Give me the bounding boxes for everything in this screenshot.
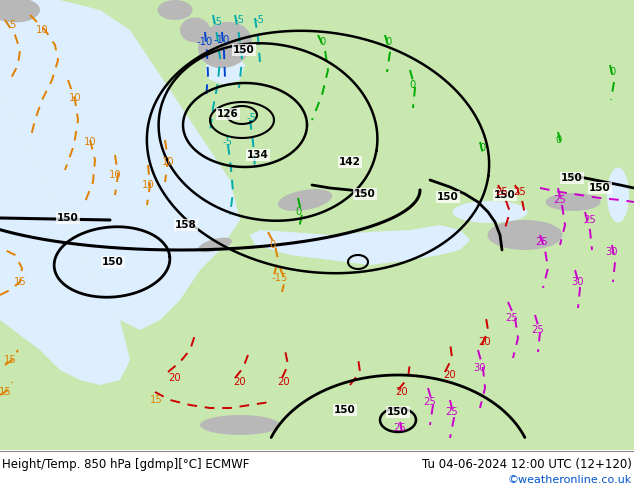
Text: 20: 20 [396, 387, 408, 397]
Text: 30: 30 [474, 363, 486, 373]
Text: 20: 20 [479, 337, 491, 347]
Text: 134: 134 [247, 150, 269, 160]
Text: 10: 10 [141, 180, 154, 190]
Ellipse shape [453, 201, 527, 223]
Text: 0: 0 [319, 37, 325, 47]
Text: 150: 150 [437, 192, 459, 202]
Text: 20: 20 [278, 377, 290, 387]
Text: Height/Temp. 850 hPa [gdmp][°C] ECMWF: Height/Temp. 850 hPa [gdmp][°C] ECMWF [2, 458, 249, 470]
Text: -15: -15 [272, 273, 288, 283]
Text: 15: 15 [0, 387, 11, 397]
Text: 25: 25 [536, 237, 548, 247]
Text: 0: 0 [385, 37, 391, 47]
Text: 150: 150 [233, 45, 255, 55]
Text: -5: -5 [255, 15, 265, 25]
Text: 25: 25 [394, 423, 406, 433]
Ellipse shape [607, 168, 629, 222]
Ellipse shape [0, 0, 40, 23]
Text: -5: -5 [223, 137, 233, 147]
Text: 10: 10 [108, 170, 121, 180]
Text: 25: 25 [514, 187, 526, 197]
Text: 25: 25 [424, 397, 436, 407]
Polygon shape [205, 50, 245, 85]
Text: -10: -10 [197, 37, 213, 47]
Text: 150: 150 [334, 405, 356, 415]
Text: 10: 10 [162, 157, 174, 167]
Text: 0: 0 [609, 67, 615, 77]
Text: 0: 0 [295, 207, 301, 217]
Ellipse shape [545, 193, 600, 211]
Polygon shape [0, 0, 130, 385]
Text: 15: 15 [150, 395, 162, 405]
Ellipse shape [157, 0, 193, 20]
Text: 20: 20 [444, 370, 456, 380]
Ellipse shape [180, 18, 210, 43]
Polygon shape [0, 0, 240, 330]
Ellipse shape [200, 415, 280, 435]
Ellipse shape [198, 238, 232, 252]
Text: 15: 15 [4, 355, 16, 365]
Polygon shape [250, 225, 470, 265]
Text: 10: 10 [36, 25, 48, 35]
Text: 0: 0 [555, 135, 561, 145]
Text: 30: 30 [572, 277, 585, 287]
Text: 20: 20 [234, 377, 247, 387]
Text: 142: 142 [339, 157, 361, 167]
Text: 25: 25 [446, 407, 458, 417]
Ellipse shape [198, 22, 252, 68]
Text: Tu 04-06-2024 12:00 UTC (12+120): Tu 04-06-2024 12:00 UTC (12+120) [422, 458, 632, 470]
Text: 150: 150 [102, 257, 124, 267]
Text: 0: 0 [479, 143, 485, 153]
Text: 150: 150 [57, 213, 79, 223]
Text: ©weatheronline.co.uk: ©weatheronline.co.uk [508, 475, 632, 485]
Text: 150: 150 [354, 189, 376, 199]
Text: 150: 150 [494, 190, 516, 200]
Text: 150: 150 [561, 173, 583, 183]
Text: 25: 25 [532, 325, 545, 335]
Text: 5: 5 [9, 20, 15, 30]
Text: 25: 25 [506, 313, 519, 323]
Text: 30: 30 [605, 247, 618, 257]
Text: 25: 25 [496, 187, 508, 197]
Text: -5: -5 [235, 15, 245, 25]
Text: 10: 10 [84, 137, 96, 147]
Text: 0: 0 [269, 240, 275, 250]
Text: 158: 158 [175, 220, 197, 230]
Text: 126: 126 [217, 109, 239, 119]
Text: 20: 20 [169, 373, 181, 383]
Text: 10: 10 [68, 93, 81, 103]
Text: -5: -5 [247, 113, 257, 123]
Text: 0: 0 [410, 80, 416, 90]
Text: 25: 25 [553, 195, 566, 205]
Text: 150: 150 [589, 183, 611, 193]
Text: 15: 15 [13, 277, 27, 287]
Text: -10: -10 [214, 35, 230, 45]
Ellipse shape [278, 189, 332, 211]
Text: 150: 150 [387, 407, 409, 417]
Ellipse shape [488, 220, 562, 250]
Text: -5: -5 [213, 17, 223, 27]
Text: 25: 25 [584, 215, 597, 225]
